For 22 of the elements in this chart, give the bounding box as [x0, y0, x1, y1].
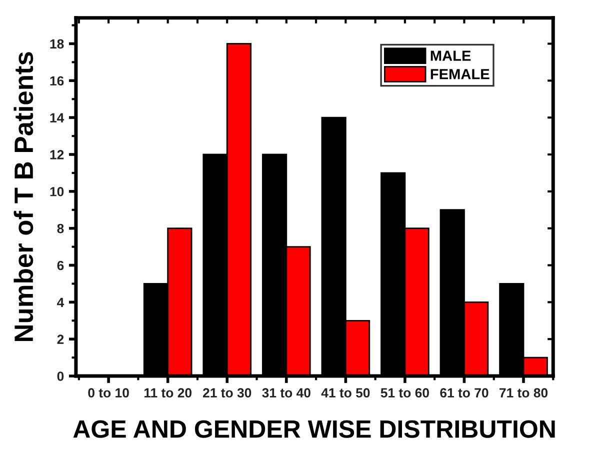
x-tick-label: 0 to 10 [88, 388, 129, 398]
y-tick-label: 8 [57, 224, 64, 234]
y-tick-label: 16 [50, 76, 64, 86]
x-tick-label: 71 to 80 [500, 388, 548, 398]
y-axis-title: Number of T B Patients [14, 52, 34, 342]
legend-label: MALE [430, 50, 471, 61]
x-tick-label: 61 to 70 [440, 388, 488, 398]
x-tick-label: 51 to 60 [380, 388, 429, 398]
y-tick-label: 14 [50, 113, 64, 122]
x-tick-label: 21 to 30 [203, 388, 252, 398]
y-tick-label: 0 [57, 372, 64, 381]
legend-label: FEMALE [430, 69, 490, 80]
y-tick-label: 2 [57, 334, 64, 344]
y-tick-label: 10 [50, 186, 64, 196]
x-axis-title: AGE AND GENDER WISE DISTRIBUTION [73, 420, 555, 438]
y-tick-label: 18 [50, 39, 64, 49]
y-tick-label: 4 [57, 298, 64, 307]
x-tick-label: 11 to 20 [144, 388, 192, 398]
y-tick-label: 6 [57, 260, 64, 270]
x-tick-label: 31 to 40 [262, 388, 310, 398]
x-tick-label: 41 to 50 [321, 388, 370, 398]
y-tick-label: 12 [50, 150, 64, 160]
